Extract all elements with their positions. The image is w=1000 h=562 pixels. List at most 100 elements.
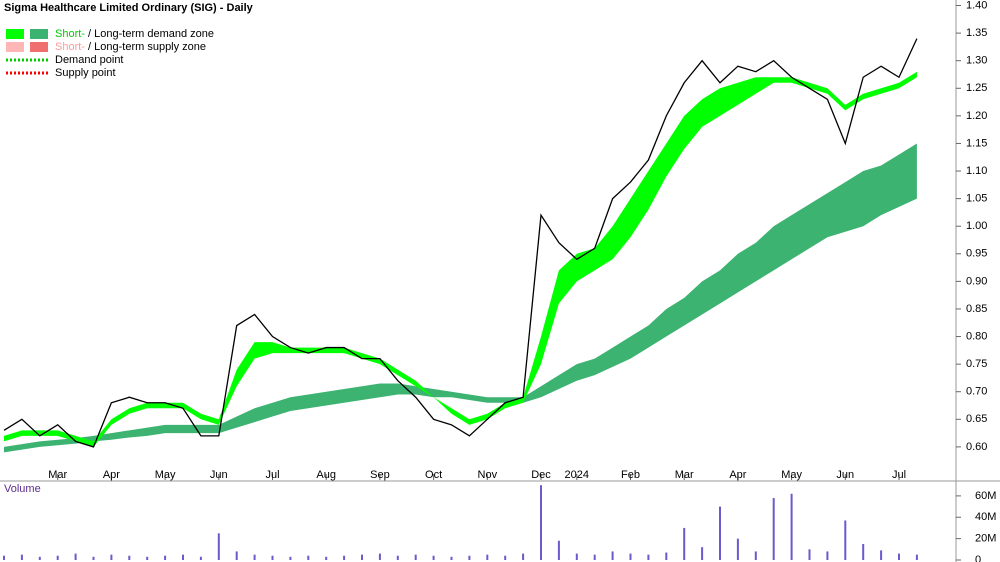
- legend-label: Short- / Long-term demand zone: [55, 28, 214, 40]
- volume-bar: [20, 554, 23, 560]
- volume-bar: [826, 551, 829, 560]
- legend-swatch: [6, 29, 24, 39]
- volume-bar: [808, 549, 811, 560]
- volume-bar: [540, 485, 542, 560]
- volume-tick-label: 40M: [975, 511, 996, 523]
- volume-bar: [289, 556, 292, 560]
- legend-rest: / Long-term demand zone: [85, 28, 214, 40]
- volume-bar: [92, 556, 95, 560]
- y-tick-label: 0.60: [966, 441, 987, 453]
- volume-bar: [378, 553, 381, 560]
- volume-bar: [915, 554, 918, 560]
- volume-bar: [235, 551, 238, 560]
- volume-bar: [522, 553, 525, 560]
- volume-bar: [719, 506, 721, 560]
- y-tick-label: 1.20: [966, 110, 987, 122]
- y-tick-label: 0.85: [966, 303, 987, 315]
- volume-bar: [128, 555, 131, 560]
- legend-short: Short-: [55, 28, 85, 40]
- y-tick-label: 0.95: [966, 248, 987, 260]
- volume-bar: [56, 555, 59, 560]
- volume-bar: [862, 543, 865, 560]
- volume-bar: [217, 533, 220, 560]
- volume-bar: [611, 551, 614, 560]
- volume-bar: [74, 553, 77, 560]
- chart-title: Sigma Healthcare Limited Ordinary (SIG) …: [4, 2, 254, 14]
- legend-rest: / Long-term supply zone: [85, 41, 206, 53]
- volume-bar: [665, 552, 668, 560]
- volume-bar: [898, 553, 900, 560]
- volume-bar: [450, 556, 453, 560]
- volume-bar: [468, 555, 471, 560]
- x-tick-label: Nov: [478, 469, 498, 481]
- y-tick-label: 0.70: [966, 386, 987, 398]
- volume-bar: [880, 550, 883, 560]
- x-tick-label: Oct: [425, 469, 442, 481]
- x-tick-label: Jul: [892, 469, 906, 481]
- volume-bar: [844, 520, 847, 560]
- x-tick-label: 2024: [565, 469, 589, 481]
- legend-label: Short- / Long-term supply zone: [55, 41, 206, 53]
- volume-bar: [629, 553, 632, 560]
- volume-bar: [647, 554, 650, 560]
- volume-bar: [557, 540, 560, 560]
- x-tick-label: May: [781, 469, 802, 481]
- volume-bar: [575, 553, 578, 560]
- volume: [3, 485, 918, 560]
- y-tick-label: 1.10: [966, 165, 987, 177]
- legend-swatch: [6, 42, 24, 52]
- legend-swatch: [30, 29, 48, 39]
- legend-bg: [0, 0, 300, 84]
- legend-label: Demand point: [55, 54, 124, 66]
- legend-short: Short-: [55, 41, 85, 53]
- volume-bar: [790, 493, 793, 560]
- volume-bar: [164, 555, 167, 560]
- x-tick-label: Jul: [265, 469, 279, 481]
- x-tick-label: Dec: [531, 469, 551, 481]
- x-tick-label: Mar: [48, 469, 67, 481]
- volume-bar: [504, 555, 507, 560]
- x-tick-label: Aug: [316, 469, 336, 481]
- x-tick-label: Sep: [370, 469, 390, 481]
- axes: 1.40 1.35 1.30 1.25 1.20 1.15 1.10 1.05 1.00 0.95…: [48, 0, 996, 562]
- volume-label: Volume: [4, 483, 41, 495]
- x-tick-label: Jun: [210, 469, 228, 481]
- price: [3, 38, 918, 448]
- volume-bar: [38, 556, 41, 560]
- x-tick-label: Apr: [103, 469, 120, 481]
- legend-swatch: [30, 42, 48, 52]
- legend-label: Supply point: [55, 67, 116, 79]
- y-tick-label: 0.65: [966, 413, 987, 425]
- volume-bar: [199, 556, 202, 560]
- y-tick-label: 1.25: [966, 82, 987, 94]
- y-tick-label: 1.40: [966, 0, 987, 11]
- volume-bar: [486, 554, 489, 560]
- y-tick-label: 1.00: [966, 220, 987, 232]
- y-tick-label: 0.75: [966, 358, 987, 370]
- volume-bar: [146, 556, 149, 560]
- y-tick-label: 1.30: [966, 55, 987, 67]
- volume-bar: [701, 547, 704, 560]
- volume-bar: [432, 555, 435, 560]
- x-tick-label: Jun: [836, 469, 854, 481]
- x-tick-label: Apr: [729, 469, 746, 481]
- volume-tick-label: 60M: [975, 490, 996, 502]
- y-tick-label: 1.35: [966, 27, 987, 39]
- y-tick-label: 0.80: [966, 330, 987, 342]
- volume-tick-label: 20M: [975, 533, 996, 545]
- volume-bar: [414, 554, 417, 560]
- volume-bar: [361, 554, 363, 560]
- price-line: [3, 38, 918, 448]
- volume-bar: [754, 551, 757, 560]
- volume-bar: [593, 554, 596, 560]
- volume-bar: [110, 554, 113, 560]
- x-tick-label: Feb: [621, 469, 640, 481]
- x-tick-label: May: [155, 469, 176, 481]
- y-tick-label: 0.90: [966, 275, 987, 287]
- volume-bar: [307, 555, 310, 560]
- y-tick-label: 1.15: [966, 137, 987, 149]
- volume-bar: [182, 554, 184, 560]
- volume-bar: [396, 555, 399, 560]
